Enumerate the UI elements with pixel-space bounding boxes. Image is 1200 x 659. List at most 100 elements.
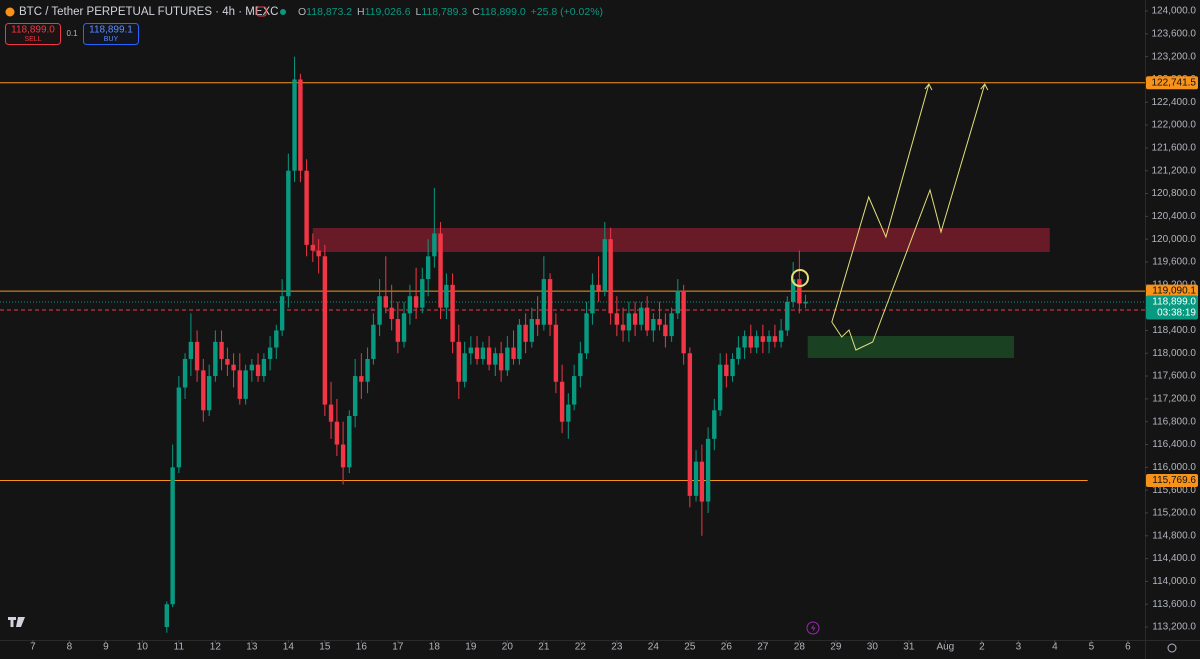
candle-body [316, 250, 321, 257]
candle-body [413, 296, 419, 308]
y-tick-label: 115,200.0 [1152, 508, 1196, 519]
candle-body [632, 313, 638, 325]
x-tick-label: 23 [611, 642, 623, 653]
candle-body [201, 370, 206, 411]
y-tick-label: 114,400.0 [1152, 553, 1196, 564]
x-tick-label: 14 [283, 642, 295, 653]
high-label: H [357, 6, 365, 18]
y-tick-label: 118,000.0 [1152, 348, 1196, 359]
candle-body [401, 313, 407, 342]
price-tag-label: 122,741.5 [1152, 77, 1197, 88]
x-tick-label: 30 [867, 642, 879, 653]
settings-icon[interactable] [1167, 643, 1177, 653]
candle-body [310, 244, 316, 251]
candle-body [261, 358, 267, 377]
events-bolt [811, 624, 816, 632]
x-tick-label: 31 [903, 642, 915, 653]
price-tag [1146, 284, 1198, 298]
y-tick-label: 119,600.0 [1152, 257, 1196, 268]
candle-body [511, 347, 516, 359]
candle-body [742, 336, 747, 348]
flag-icon[interactable] [256, 6, 267, 17]
y-tick-label: 116,000.0 [1152, 462, 1196, 473]
candle-body [620, 324, 626, 331]
symbol-title[interactable]: BTC / Tether PERPETUAL FUTURES · 4h · ME… [19, 6, 278, 18]
candle-body [219, 341, 224, 359]
candle-body [566, 404, 571, 422]
candle-body [352, 376, 358, 416]
y-tick-label: 118,400.0 [1152, 325, 1196, 336]
candle-body [639, 307, 644, 325]
candle-body [389, 307, 394, 320]
candle-body [523, 324, 528, 342]
candle-body [340, 444, 346, 468]
candle-body [462, 353, 467, 382]
candle-body [365, 358, 370, 382]
y-tick-label: 113,200.0 [1152, 622, 1196, 633]
candle-body [194, 341, 200, 371]
y-tick-label: 123,200.0 [1152, 51, 1197, 62]
candle-body [724, 364, 729, 377]
candle-body [553, 324, 559, 382]
buy-button[interactable] [83, 23, 139, 45]
x-tick-label: 11 [174, 642, 185, 653]
candle-body [420, 279, 425, 308]
x-tick-label: 4 [1052, 642, 1058, 653]
x-tick-label: 10 [137, 642, 149, 653]
y-tick-label: 120,400.0 [1152, 211, 1197, 222]
sell-button[interactable] [5, 23, 61, 45]
candle-body [669, 313, 674, 337]
price-tag [1146, 76, 1198, 90]
candle-body [614, 313, 620, 325]
candle-body [407, 296, 413, 314]
candle-body [559, 381, 565, 422]
y-tick-label: 116,800.0 [1152, 416, 1196, 427]
candle-body [657, 319, 662, 325]
candle-body [712, 410, 717, 439]
candle-body [517, 324, 522, 359]
candle-body [736, 347, 741, 359]
logo[interactable] [8, 617, 25, 627]
order-qty[interactable]: 0.1 [66, 29, 78, 38]
candle-body [395, 319, 401, 342]
candle-body [359, 376, 364, 382]
low-value: 118,789.3 [421, 6, 467, 18]
close-label: C [472, 6, 480, 18]
low-label: L [415, 6, 421, 18]
candle-body [578, 353, 583, 377]
candle-body [298, 79, 303, 171]
candle-body [383, 296, 389, 308]
high-value: 119,026.6 [365, 6, 411, 18]
candle-body [717, 364, 723, 411]
close-value: 118,899.0 [480, 6, 526, 18]
x-tick-label: 13 [246, 642, 258, 653]
candle-body [790, 279, 796, 302]
candle-body [626, 313, 632, 331]
x-tick-label: 28 [794, 642, 806, 653]
candle-body [267, 347, 273, 359]
candle-body [602, 239, 608, 291]
candle-body [249, 364, 255, 371]
candle-body [590, 284, 595, 314]
x-tick-label: 24 [648, 642, 660, 653]
events-icon[interactable] [806, 621, 820, 635]
x-tick-label: 29 [830, 642, 842, 653]
candle-body [237, 370, 243, 399]
candle-body [529, 319, 535, 342]
y-tick-label: 124,000.0 [1152, 6, 1197, 17]
x-tick-label: 17 [392, 642, 404, 653]
y-tick-label: 113,600.0 [1152, 599, 1196, 610]
candle-body [286, 170, 291, 297]
candle-body [274, 330, 279, 348]
candle-body [535, 319, 540, 325]
symbol-icon[interactable] [5, 7, 15, 17]
candle-body [498, 353, 504, 371]
x-tick-label: 15 [319, 642, 331, 653]
candle-body [334, 421, 340, 445]
buy-price: 118,899.1 [89, 25, 133, 36]
candle-body [188, 341, 194, 359]
y-tick-label: 123,600.0 [1152, 28, 1197, 39]
candle-body [608, 239, 613, 314]
